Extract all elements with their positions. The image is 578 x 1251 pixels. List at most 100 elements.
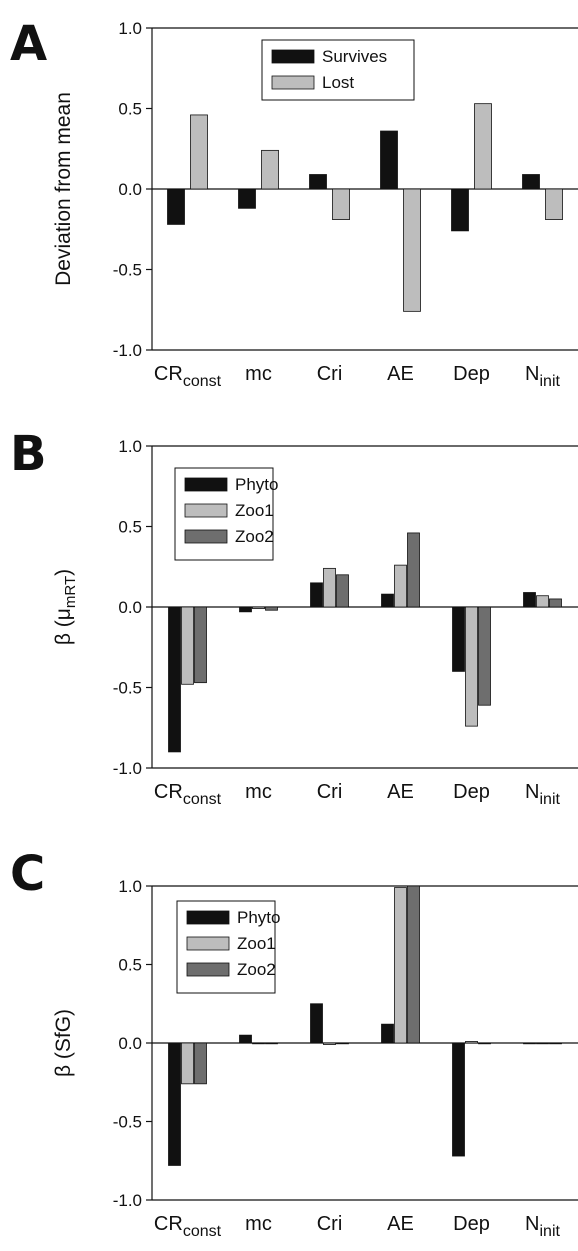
y-tick-label: 1.0 (118, 437, 142, 456)
bar-zoo1-dep (465, 606, 478, 727)
bar-zoo2-crconst (194, 606, 207, 684)
legend-swatch-survives (271, 49, 315, 64)
panel-a: A 1.0 0.5 0.0 -0.5 -1.0 Deviation from mean CR… (0, 0, 578, 410)
x-tick-label: Dep (453, 781, 490, 803)
x-tick-label: CRconst (154, 1213, 222, 1240)
y-tick-label: 0.5 (118, 518, 142, 537)
bar-zoo2-cri (336, 574, 349, 608)
bar-phyto-ae (381, 1023, 394, 1044)
bar-survives-mc (238, 188, 256, 209)
y-axis-label: Deviation from mean (52, 92, 75, 286)
y-tick-label: -1.0 (113, 341, 142, 360)
x-tick-label: AE (387, 1213, 414, 1235)
bar-zoo2-mc (265, 1042, 278, 1045)
x-tick-label: mc (245, 363, 272, 385)
legend-label-zoo1: Zoo1 (235, 501, 274, 520)
legend-swatch-lost (271, 75, 315, 90)
bar-lost-dep (474, 103, 492, 190)
legend-label-zoo1: Zoo1 (237, 934, 276, 953)
y-tick-label: -1.0 (113, 759, 142, 778)
bar-zoo2-mc (265, 606, 278, 611)
y-tick-label: -0.5 (113, 1113, 142, 1132)
bar-zoo1-cri (323, 1042, 336, 1045)
y-tick-label: -0.5 (113, 679, 142, 698)
y-tick-label: 0.0 (118, 180, 142, 199)
bar-phyto-ninit (523, 592, 536, 608)
x-tick-label: mc (245, 1213, 272, 1235)
bar-zoo1-ae (394, 564, 407, 608)
x-tick-label: AE (387, 363, 414, 385)
legend-swatch-zoo2 (184, 529, 228, 544)
legend-label-zoo2: Zoo2 (237, 960, 276, 979)
chart-b: 1.0 0.5 0.0 -0.5 -1.0 β (μmRT) CRconst mc Cri AE D… (52, 437, 578, 808)
bar-phyto-cri (310, 582, 323, 608)
legend-label-survives: Survives (322, 47, 387, 66)
bar-zoo2-cri (336, 1042, 349, 1045)
bar-phyto-cri (310, 1003, 323, 1044)
bar-zoo1-crconst (181, 1042, 194, 1085)
y-tick-label: -0.5 (113, 261, 142, 280)
bar-zoo1-dep (465, 1041, 478, 1044)
y-tick-label: 0.5 (118, 100, 142, 119)
panel-b: B 1.0 0.5 0.0 -0.5 -1.0 β (μmRT) CRconst mc Cri A… (0, 410, 578, 830)
bar-lost-cri (332, 188, 350, 220)
bar-phyto-dep (452, 606, 465, 672)
y-axis-label: β (μmRT) (52, 569, 79, 645)
panel-label-a: A (10, 16, 48, 72)
x-tick-label: Cri (317, 1213, 343, 1235)
bar-survives-cri (309, 174, 327, 190)
bar-zoo2-ae (407, 885, 420, 1044)
bar-phyto-crconst (168, 1042, 181, 1166)
bar-zoo2-crconst (194, 1042, 207, 1085)
x-tick-label: Dep (453, 363, 490, 385)
bar-zoo2-ninit (549, 1042, 562, 1045)
x-tick-label: Ninit (525, 781, 560, 808)
bar-survives-ninit (522, 174, 540, 190)
bar-phyto-mc (239, 606, 252, 613)
legend-swatch-zoo1 (184, 503, 228, 518)
x-tick-label: CRconst (154, 781, 222, 808)
legend-label-zoo2: Zoo2 (235, 527, 274, 546)
bar-phyto-ae (381, 593, 394, 608)
legend-swatch-phyto (184, 477, 228, 492)
bar-phyto-ninit (523, 1042, 536, 1045)
chart-c: 1.0 0.5 0.0 -0.5 -1.0 β (SfG) CRconst mc Cri AE De… (52, 877, 578, 1240)
bar-zoo1-mc (252, 606, 265, 610)
x-tick-label: Cri (317, 781, 343, 803)
bar-zoo2-ninit (549, 598, 562, 608)
bar-zoo1-ninit (536, 1042, 549, 1045)
y-tick-label: 1.0 (118, 19, 142, 38)
bar-zoo1-ae (394, 887, 407, 1044)
x-tick-label: Ninit (525, 363, 560, 390)
x-tick-label: Cri (317, 363, 343, 385)
y-tick-label: -1.0 (113, 1191, 142, 1210)
x-tick-label: CRconst (154, 363, 222, 390)
legend-swatch-zoo1 (186, 936, 230, 951)
bar-lost-ninit (545, 188, 563, 220)
x-tick-label: Dep (453, 1213, 490, 1235)
bar-zoo1-ninit (536, 595, 549, 608)
bar-lost-crconst (190, 114, 208, 190)
y-axis-label: β (SfG) (52, 1009, 75, 1077)
legend-label-phyto: Phyto (237, 908, 280, 927)
legend-label-lost: Lost (322, 73, 354, 92)
panel-label-b: B (10, 426, 47, 482)
y-tick-label: 1.0 (118, 877, 142, 896)
y-tick-label: 0.5 (118, 956, 142, 975)
bar-zoo1-mc (252, 1042, 265, 1045)
bar-zoo2-dep (478, 1042, 491, 1045)
legend-swatch-phyto (186, 910, 230, 925)
bar-survives-crconst (167, 188, 185, 225)
bar-zoo2-dep (478, 606, 491, 706)
bar-phyto-mc (239, 1034, 252, 1044)
x-tick-label: AE (387, 781, 414, 803)
y-tick-label: 0.0 (118, 598, 142, 617)
y-tick-label: 0.0 (118, 1034, 142, 1053)
bar-lost-mc (261, 149, 279, 190)
panel-label-c: C (10, 846, 46, 902)
panel-c: C 1.0 0.5 0.0 -0.5 -1.0 β (SfG) CRconst mc Cri AE… (0, 830, 578, 1251)
x-tick-label: Ninit (525, 1213, 560, 1240)
legend-swatch-zoo2 (186, 962, 230, 977)
bar-survives-dep (451, 188, 469, 232)
bar-phyto-dep (452, 1042, 465, 1157)
